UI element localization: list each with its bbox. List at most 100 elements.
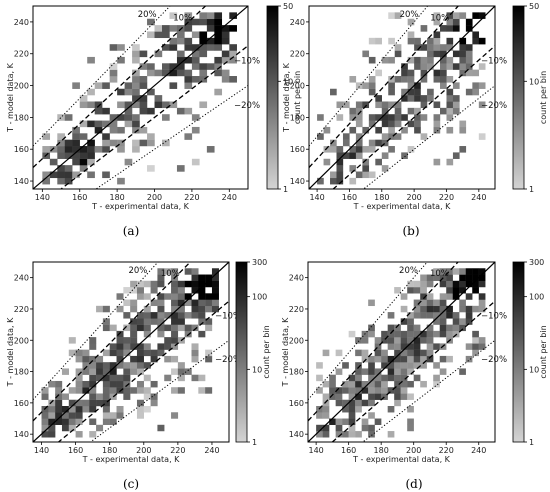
heatmap-bin [413, 337, 421, 344]
heatmap-bin [169, 44, 178, 51]
heatmap-bin [316, 431, 323, 438]
heatmap-bin [349, 177, 357, 185]
heatmap-bin [139, 63, 148, 70]
heatmap-bin [184, 69, 193, 77]
heatmap-bin [55, 412, 63, 419]
heatmap-bin [154, 25, 163, 32]
heatmap-bins [316, 268, 486, 438]
heatmap-bin [317, 177, 324, 185]
heatmap-bin [143, 312, 151, 319]
heatmap-bin [452, 82, 460, 89]
reference-line [33, 6, 248, 189]
heatmap-bin [407, 330, 414, 338]
heatmap-bin [211, 305, 219, 313]
heatmap-bin [102, 139, 110, 147]
reference-labels: 20% 10% −10% −20% [400, 10, 507, 111]
heatmap-bin [191, 18, 200, 26]
heatmap-bin [361, 337, 369, 344]
heatmap-bin [205, 349, 213, 357]
colorbar-tick-label: 1 [283, 185, 288, 194]
heatmap-bin [75, 374, 83, 382]
heatmap-bin [164, 312, 172, 319]
heatmap-bin [206, 37, 215, 45]
heatmap-bin [439, 330, 447, 338]
heatmap-bin [171, 337, 179, 344]
heatmap-bin [465, 305, 473, 313]
heatmap-bin [96, 374, 104, 382]
heatmap-bin [459, 305, 466, 313]
heatmap-bin [57, 171, 65, 179]
heatmap-bin [368, 393, 375, 400]
heatmap-bin [446, 287, 453, 294]
heatmap-bin [123, 349, 131, 357]
colorbar-ticks: 1 10 100 300 [524, 258, 544, 447]
plot-frame [32, 261, 230, 443]
heatmap-bin [199, 69, 208, 77]
heatmap-bin [335, 368, 343, 375]
heatmap-bin [478, 268, 486, 275]
heatmap-bin [401, 76, 408, 83]
heatmap-bin [82, 387, 90, 394]
heatmap-bin [452, 152, 460, 159]
heatmap-bin [336, 171, 344, 179]
heatmap-bin [123, 324, 131, 332]
heatmap-bin [478, 299, 486, 307]
x-tick-label: 220 [184, 193, 199, 202]
y-tick-label: 200 [290, 82, 305, 91]
heatmap-bin [147, 63, 155, 70]
heatmap-bin [42, 146, 51, 153]
heatmap-bin [116, 343, 124, 350]
heatmap-bin [316, 412, 323, 419]
heatmap-bins [41, 268, 219, 438]
heatmap-bin [191, 268, 199, 275]
heatmap-bin [169, 37, 178, 45]
heatmap-bin [136, 368, 144, 375]
heatmap-bin [459, 280, 466, 288]
heatmap-bin [171, 287, 179, 294]
heatmap-bin [205, 305, 213, 313]
heatmap-bin [136, 287, 144, 294]
heatmap-bin [82, 362, 90, 369]
heatmap-bin [68, 399, 76, 407]
heatmap-bin [355, 82, 363, 89]
colorbar-tick-label: 50 [283, 2, 293, 11]
heatmap-bin [130, 337, 138, 344]
heatmap-bin [102, 418, 110, 425]
reference-line [33, 262, 192, 422]
heatmap-bin [157, 280, 165, 288]
heatmap-bin [413, 324, 421, 332]
heatmap-bin [184, 82, 193, 89]
heatmap-bin [89, 393, 97, 400]
heatmap-bin [206, 12, 215, 19]
heatmap-bin [407, 337, 414, 344]
heatmap-bin [102, 82, 110, 89]
heatmap-bin [440, 50, 447, 58]
heatmap-bin [184, 76, 193, 83]
heatmap-bin [361, 368, 369, 375]
heatmap-bin [446, 355, 453, 363]
heatmap-bin [171, 324, 179, 332]
heatmap-bin [130, 324, 138, 332]
heatmap-bin [420, 362, 427, 369]
heatmap-bin [157, 324, 165, 332]
heatmap-bin [64, 146, 73, 153]
heatmap-bin [171, 343, 179, 350]
heatmap-bin [162, 69, 170, 77]
heatmap-bin [89, 418, 97, 425]
heatmap-bin [150, 399, 158, 407]
heatmap-bin [420, 44, 428, 51]
colorbar [266, 5, 279, 190]
heatmap-bin [116, 349, 124, 357]
heatmap-bin [82, 406, 90, 413]
x-tick-label: 240 [471, 446, 486, 455]
heatmap-bin [214, 25, 223, 32]
heatmap-bin [41, 418, 49, 425]
heatmap-bin [452, 280, 460, 288]
heatmap-bin [109, 139, 118, 147]
x-tick-label: 160 [341, 446, 356, 455]
heatmap-bin [102, 362, 110, 369]
heatmap-bin [420, 280, 427, 288]
heatmap-bin [323, 158, 331, 166]
heatmap-bin [407, 368, 414, 375]
heatmap-bin [323, 146, 331, 153]
